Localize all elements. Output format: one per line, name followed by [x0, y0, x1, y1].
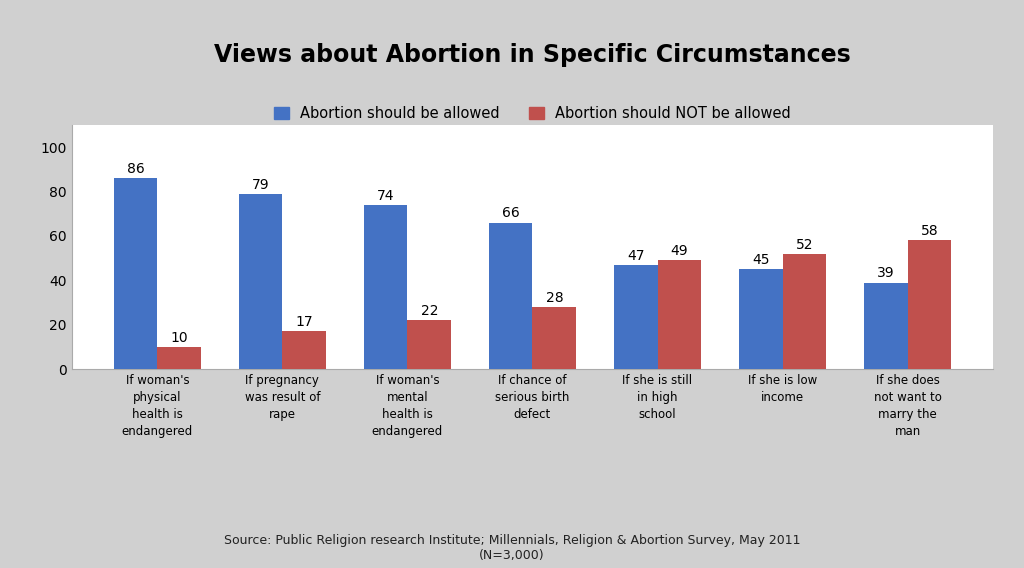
Bar	[114, 178, 158, 369]
Text: 74: 74	[377, 189, 394, 203]
Text: Source: Public Religion research Institute; Millennials, Religion & Abortion Sur: Source: Public Religion research Institu…	[224, 534, 800, 562]
Text: 10: 10	[170, 331, 188, 345]
Bar	[239, 194, 283, 369]
Text: 22: 22	[421, 304, 438, 318]
Text: 49: 49	[671, 244, 688, 258]
Bar	[283, 332, 327, 369]
Text: 39: 39	[877, 266, 895, 281]
Bar	[613, 265, 657, 369]
Bar	[408, 320, 452, 369]
Bar	[864, 283, 907, 369]
Text: 79: 79	[252, 178, 269, 191]
Text: 66: 66	[502, 206, 519, 220]
Title: Views about Abortion in Specific Circumstances: Views about Abortion in Specific Circums…	[214, 44, 851, 68]
Text: 45: 45	[752, 253, 769, 267]
Bar	[738, 269, 782, 369]
Text: 47: 47	[627, 249, 644, 262]
Bar	[782, 254, 826, 369]
Legend: Abortion should be allowed, Abortion should NOT be allowed: Abortion should be allowed, Abortion sho…	[268, 101, 797, 127]
Text: 28: 28	[546, 291, 563, 305]
Bar	[657, 260, 701, 369]
Text: 17: 17	[296, 315, 313, 329]
Text: 52: 52	[796, 237, 813, 252]
Bar	[364, 205, 408, 369]
Bar	[158, 347, 201, 369]
Bar	[488, 223, 532, 369]
Bar	[532, 307, 577, 369]
Text: 58: 58	[921, 224, 938, 238]
Text: 86: 86	[127, 162, 144, 176]
Bar	[907, 240, 951, 369]
